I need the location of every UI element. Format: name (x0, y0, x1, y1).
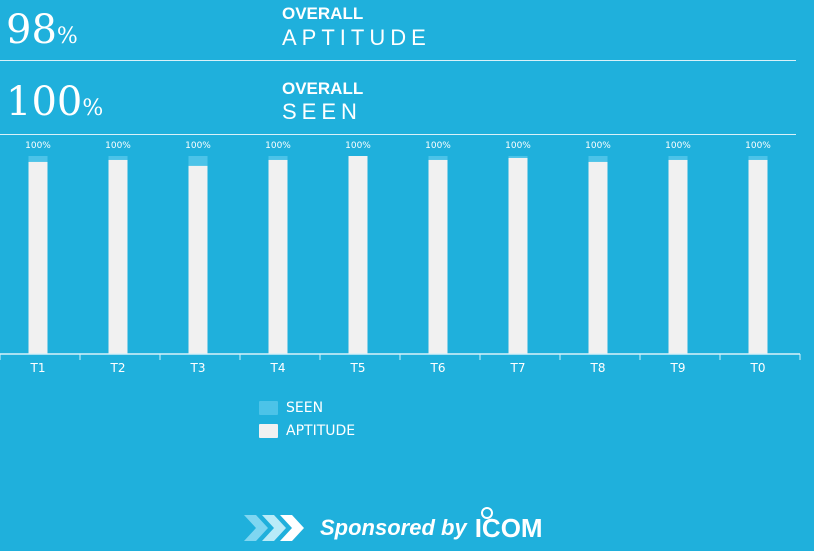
seen-number: 100 (6, 79, 83, 125)
aptitude-value: 98% (6, 10, 78, 50)
tick-label-t7: T7 (510, 361, 526, 375)
aptitude-label-top: OVERALL (282, 4, 364, 23)
bar-aptitude-t5 (348, 156, 368, 354)
seen-label-top: OVERALL (282, 79, 364, 98)
data-label-t4: 100% (265, 141, 291, 151)
bar-aptitude-t3 (188, 165, 208, 354)
bar-aptitude-t8 (588, 161, 608, 354)
sponsor-text: Sponsored by (320, 515, 467, 540)
chevron-arrows-icon (244, 515, 304, 541)
bar-aptitude-t2 (108, 159, 128, 354)
seen-label-main: SEEN (282, 99, 362, 124)
data-label-t5: 100% (345, 141, 371, 151)
bar-aptitude-t9 (668, 159, 688, 354)
data-label-t6: 100% (425, 141, 451, 151)
seen-value: 100% (6, 82, 103, 122)
seen-unit: % (82, 96, 104, 121)
legend-swatch-aptitude (259, 423, 278, 438)
data-label-t3: 100% (185, 141, 211, 151)
sponsor-brand-logo: ICOM (475, 506, 543, 544)
aptitude-number: 98 (6, 7, 57, 53)
legend-item-aptitude: APTITUDE (259, 419, 355, 442)
bar-chart: 100% T1 100% T2 100% T3 100% T4 100% T5 100% T6 100%… (0, 141, 801, 375)
tick-label-t5: T5 (350, 361, 366, 375)
aptitude-unit: % (56, 24, 78, 49)
legend-swatch-seen (259, 400, 278, 415)
tick-label-t3: T3 (190, 361, 206, 375)
legend-label-aptitude: APTITUDE (286, 422, 356, 439)
legend-label-seen: SEEN (286, 399, 324, 416)
data-label-t7: 100% (505, 141, 531, 151)
bar-aptitude-t7 (508, 157, 528, 354)
tick-label-t6: T6 (430, 361, 446, 375)
divider-bottom (0, 134, 796, 135)
tick-label-t4: T4 (270, 361, 286, 375)
chart-legend: SEEN APTITUDE (259, 396, 355, 442)
data-label-t0: 100% (745, 141, 771, 151)
bar-aptitude-t6 (428, 159, 448, 354)
divider-top (0, 60, 796, 61)
data-label-t2: 100% (105, 141, 131, 151)
tick-label-t2: T2 (110, 361, 126, 375)
bar-aptitude-t4 (268, 159, 288, 354)
tick-label-t1: T1 (30, 361, 46, 375)
tick-label-t9: T9 (670, 361, 686, 375)
sponsor-banner: Sponsored by ICOM (244, 506, 543, 546)
tick-label-t8: T8 (590, 361, 606, 375)
data-label-t9: 100% (665, 141, 691, 151)
legend-item-seen: SEEN (259, 396, 355, 419)
tick-label-t0: T0 (750, 361, 766, 375)
data-label-t1: 100% (25, 141, 51, 151)
bar-aptitude-t1 (28, 161, 48, 354)
bar-aptitude-t0 (748, 159, 768, 354)
data-label-t8: 100% (585, 141, 611, 151)
aptitude-label-main: APTITUDE (282, 25, 431, 50)
